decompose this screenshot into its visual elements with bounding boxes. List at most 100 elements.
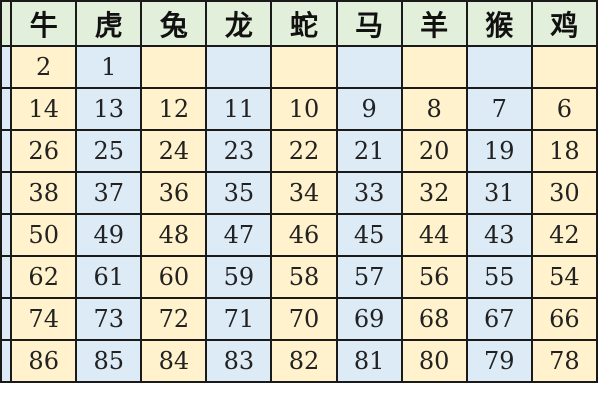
number-cell: 67 <box>465 297 533 341</box>
number-cell: 19 <box>465 129 533 173</box>
number-cell: 12 <box>140 87 208 131</box>
number-cell <box>0 339 13 383</box>
number-cell <box>0 171 13 215</box>
number-cell: 30 <box>530 171 599 215</box>
number-cell: 23 <box>205 129 273 173</box>
number-cell: 22 <box>270 129 338 173</box>
number-cell: 62 <box>10 255 78 299</box>
table-row: 26 25 24 23 22 21 20 19 18 <box>0 129 599 173</box>
number-cell: 24 <box>140 129 208 173</box>
number-cell: 34 <box>270 171 338 215</box>
number-cell: 60 <box>140 255 208 299</box>
number-cell: 20 <box>400 129 468 173</box>
number-cell <box>335 45 403 89</box>
table-row: 50 49 48 47 46 45 44 43 42 <box>0 213 599 257</box>
number-cell <box>0 45 13 89</box>
table-row: 38 37 36 35 34 33 32 31 30 <box>0 171 599 215</box>
zodiac-number-table: 牛虎兔龙蛇马羊猴鸡 2 1 14 13 12 11 10 9 8 7 6 26 25 24 23 22 21 20 1… <box>0 0 599 383</box>
header-cell: 牛 <box>10 0 78 47</box>
number-cell: 45 <box>335 213 403 257</box>
number-cell: 49 <box>75 213 143 257</box>
number-cell: 42 <box>530 213 599 257</box>
number-cell: 37 <box>75 171 143 215</box>
header-cell: 鸡 <box>530 0 599 47</box>
number-cell: 85 <box>75 339 143 383</box>
number-cell: 58 <box>270 255 338 299</box>
header-cell: 猴 <box>465 0 533 47</box>
number-cell: 82 <box>270 339 338 383</box>
header-cell: 虎 <box>75 0 143 47</box>
number-cell: 86 <box>10 339 78 383</box>
number-cell: 70 <box>270 297 338 341</box>
header-cell: 羊 <box>400 0 468 47</box>
number-cell: 21 <box>335 129 403 173</box>
number-cell <box>465 45 533 89</box>
number-cell: 59 <box>205 255 273 299</box>
number-cell: 32 <box>400 171 468 215</box>
number-cell: 81 <box>335 339 403 383</box>
number-cell: 35 <box>205 171 273 215</box>
number-cell <box>530 45 599 89</box>
number-cell <box>0 87 13 131</box>
header-cell: 蛇 <box>270 0 338 47</box>
number-cell: 84 <box>140 339 208 383</box>
number-cell: 66 <box>530 297 599 341</box>
table-row: 62 61 60 59 58 57 56 55 54 <box>0 255 599 299</box>
number-cell: 79 <box>465 339 533 383</box>
number-cell: 6 <box>530 87 599 131</box>
number-cell: 47 <box>205 213 273 257</box>
number-cell: 36 <box>140 171 208 215</box>
header-row: 牛虎兔龙蛇马羊猴鸡 <box>0 0 599 47</box>
number-cell <box>0 297 13 341</box>
table-row: 14 13 12 11 10 9 8 7 6 <box>0 87 599 131</box>
number-cell: 9 <box>335 87 403 131</box>
table-row: 74 73 72 71 70 69 68 67 66 <box>0 297 599 341</box>
number-cell: 31 <box>465 171 533 215</box>
number-cell: 44 <box>400 213 468 257</box>
number-cell: 83 <box>205 339 273 383</box>
number-cell: 10 <box>270 87 338 131</box>
number-cell: 73 <box>75 297 143 341</box>
number-cell: 80 <box>400 339 468 383</box>
number-cell <box>205 45 273 89</box>
number-cell: 33 <box>335 171 403 215</box>
number-cell: 38 <box>10 171 78 215</box>
number-cell: 56 <box>400 255 468 299</box>
header-cell: 龙 <box>205 0 273 47</box>
number-cell: 74 <box>10 297 78 341</box>
number-cell: 13 <box>75 87 143 131</box>
number-cell <box>270 45 338 89</box>
number-cell: 61 <box>75 255 143 299</box>
header-cell <box>0 0 13 47</box>
number-cell: 1 <box>75 45 143 89</box>
number-cell: 48 <box>140 213 208 257</box>
number-cell: 57 <box>335 255 403 299</box>
number-cell <box>0 129 13 173</box>
number-cell: 46 <box>270 213 338 257</box>
number-cell: 72 <box>140 297 208 341</box>
number-cell: 78 <box>530 339 599 383</box>
number-cell: 2 <box>10 45 78 89</box>
number-cell: 25 <box>75 129 143 173</box>
number-cell: 14 <box>10 87 78 131</box>
number-cell <box>0 213 13 257</box>
number-cell: 50 <box>10 213 78 257</box>
number-cell <box>400 45 468 89</box>
header-cell: 马 <box>335 0 403 47</box>
number-cell: 55 <box>465 255 533 299</box>
number-cell <box>140 45 208 89</box>
table-row: 86 85 84 83 82 81 80 79 78 <box>0 339 599 383</box>
number-cell: 43 <box>465 213 533 257</box>
number-cell: 71 <box>205 297 273 341</box>
number-cell: 54 <box>530 255 599 299</box>
number-cell: 68 <box>400 297 468 341</box>
number-cell: 18 <box>530 129 599 173</box>
number-cell: 26 <box>10 129 78 173</box>
number-cell: 7 <box>465 87 533 131</box>
number-cell: 69 <box>335 297 403 341</box>
number-cell: 11 <box>205 87 273 131</box>
header-cell: 兔 <box>140 0 208 47</box>
number-cell: 8 <box>400 87 468 131</box>
number-cell <box>0 255 13 299</box>
